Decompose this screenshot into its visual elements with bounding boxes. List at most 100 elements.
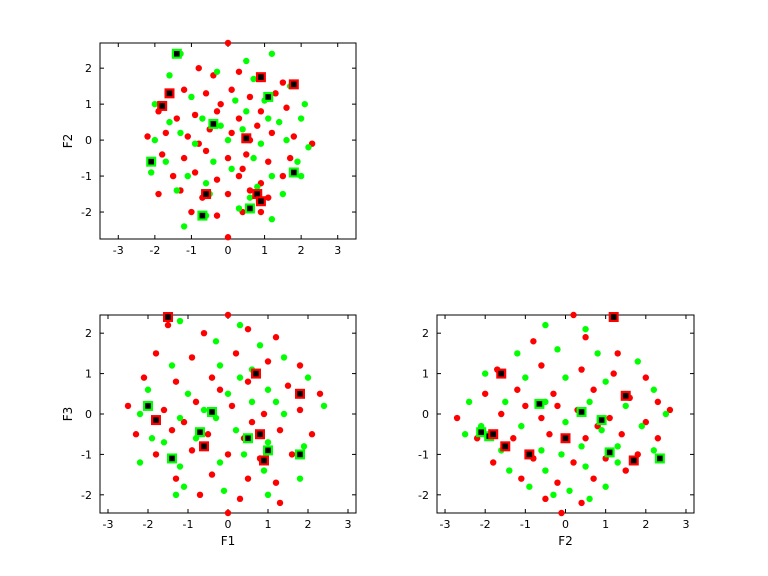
red-data-point	[235, 115, 243, 122]
highlighted-point-inner	[622, 393, 629, 399]
green-data-point	[168, 362, 176, 369]
y-tick-label: -1	[81, 170, 92, 183]
highlighted-point-inner	[257, 431, 263, 438]
red-data-point	[202, 147, 210, 155]
red-data-point	[260, 410, 268, 418]
green-data-point	[518, 422, 525, 430]
green-data-point	[176, 463, 184, 470]
green-data-point	[264, 491, 272, 499]
red-data-point	[239, 165, 246, 173]
x-tick-label: 0	[225, 518, 232, 531]
red-data-point	[254, 122, 261, 129]
red-data-point	[606, 414, 613, 422]
green-data-point	[304, 374, 312, 381]
red-data-point	[530, 338, 537, 345]
green-data-point	[180, 223, 188, 230]
red-data-point	[558, 509, 565, 517]
green-data-point	[582, 325, 589, 333]
red-data-point	[622, 467, 629, 474]
red-data-point	[228, 402, 236, 410]
red-data-point	[279, 172, 287, 180]
red-data-point	[538, 362, 545, 369]
green-data-point	[562, 374, 569, 381]
green-data-point	[268, 172, 276, 180]
highlighted-point-inner	[210, 121, 217, 127]
red-data-point	[152, 451, 160, 458]
red-data-point	[180, 86, 188, 93]
green-data-point	[166, 118, 173, 126]
red-data-point	[290, 133, 298, 140]
green-data-point	[634, 358, 641, 365]
green-data-point	[176, 414, 184, 422]
red-data-point	[188, 354, 196, 361]
red-data-point	[224, 190, 232, 198]
highlighted-point-inner	[165, 314, 171, 320]
green-data-point	[554, 346, 561, 353]
red-data-point	[257, 208, 265, 216]
red-data-point	[642, 418, 650, 426]
green-data-point	[296, 475, 304, 482]
green-data-point	[216, 362, 224, 369]
y-tick-label: -1	[81, 448, 92, 461]
x-tick-label: 1	[265, 518, 272, 531]
red-data-point	[518, 475, 525, 482]
highlighted-point-inner	[562, 435, 569, 442]
red-data-point	[308, 431, 316, 438]
green-data-point	[638, 422, 645, 430]
red-data-point	[235, 68, 243, 75]
x-tick-label: -1	[186, 244, 197, 257]
red-data-point	[192, 398, 200, 406]
red-data-point	[286, 154, 294, 162]
red-data-point	[582, 435, 589, 442]
green-data-point	[542, 467, 549, 474]
green-data-point	[662, 410, 670, 418]
x-tick-label: 1	[261, 244, 268, 257]
axes-frame	[436, 314, 695, 514]
green-data-point	[250, 75, 257, 83]
green-data-point	[248, 398, 256, 406]
data-points	[453, 311, 674, 517]
green-data-point	[243, 108, 250, 115]
x-tick-label: -3	[103, 518, 114, 531]
red-data-point	[208, 374, 216, 381]
red-data-point	[272, 334, 280, 341]
green-data-point	[586, 495, 593, 503]
highlighted-point-inner	[297, 390, 303, 397]
red-data-point	[654, 435, 662, 442]
green-data-point	[199, 115, 206, 122]
y-tick-label: 2	[85, 62, 92, 75]
red-data-point	[180, 154, 188, 162]
y-axis-label: F2	[61, 134, 75, 149]
red-data-point	[188, 447, 196, 454]
green-data-point	[184, 390, 192, 397]
green-data-point	[220, 487, 228, 494]
x-tick-label: 3	[334, 244, 341, 257]
red-data-point	[554, 402, 561, 410]
data-points	[144, 39, 316, 241]
green-data-point	[614, 459, 621, 466]
green-data-point	[276, 118, 283, 126]
x-tick-label: -1	[183, 518, 194, 531]
red-data-point	[272, 479, 280, 486]
y-tick-label: -2	[81, 206, 92, 219]
green-data-point	[236, 321, 244, 329]
green-data-point	[232, 426, 240, 434]
green-data-point	[202, 180, 210, 187]
green-data-point	[160, 439, 168, 446]
x-tick-label: 3	[682, 518, 689, 531]
y-tick-label: -2	[418, 489, 429, 502]
highlighted-point-inner	[526, 451, 533, 458]
highlighted-point-inner	[153, 417, 159, 423]
highlighted-point-inner	[209, 409, 215, 415]
highlighted-point-inner	[258, 74, 264, 80]
green-data-point	[228, 165, 235, 173]
red-data-point	[244, 475, 252, 482]
green-data-point	[582, 463, 589, 470]
green-data-point	[239, 126, 246, 133]
red-data-point	[152, 350, 160, 357]
red-data-point	[228, 86, 235, 93]
x-tick-label: 2	[642, 518, 649, 531]
red-data-point	[614, 350, 621, 357]
green-data-point	[212, 338, 220, 345]
scatter-panel-f1-f2: -3 -2 -1 0 1 2 3 -2 -1 0 1 2 F2	[61, 39, 357, 257]
